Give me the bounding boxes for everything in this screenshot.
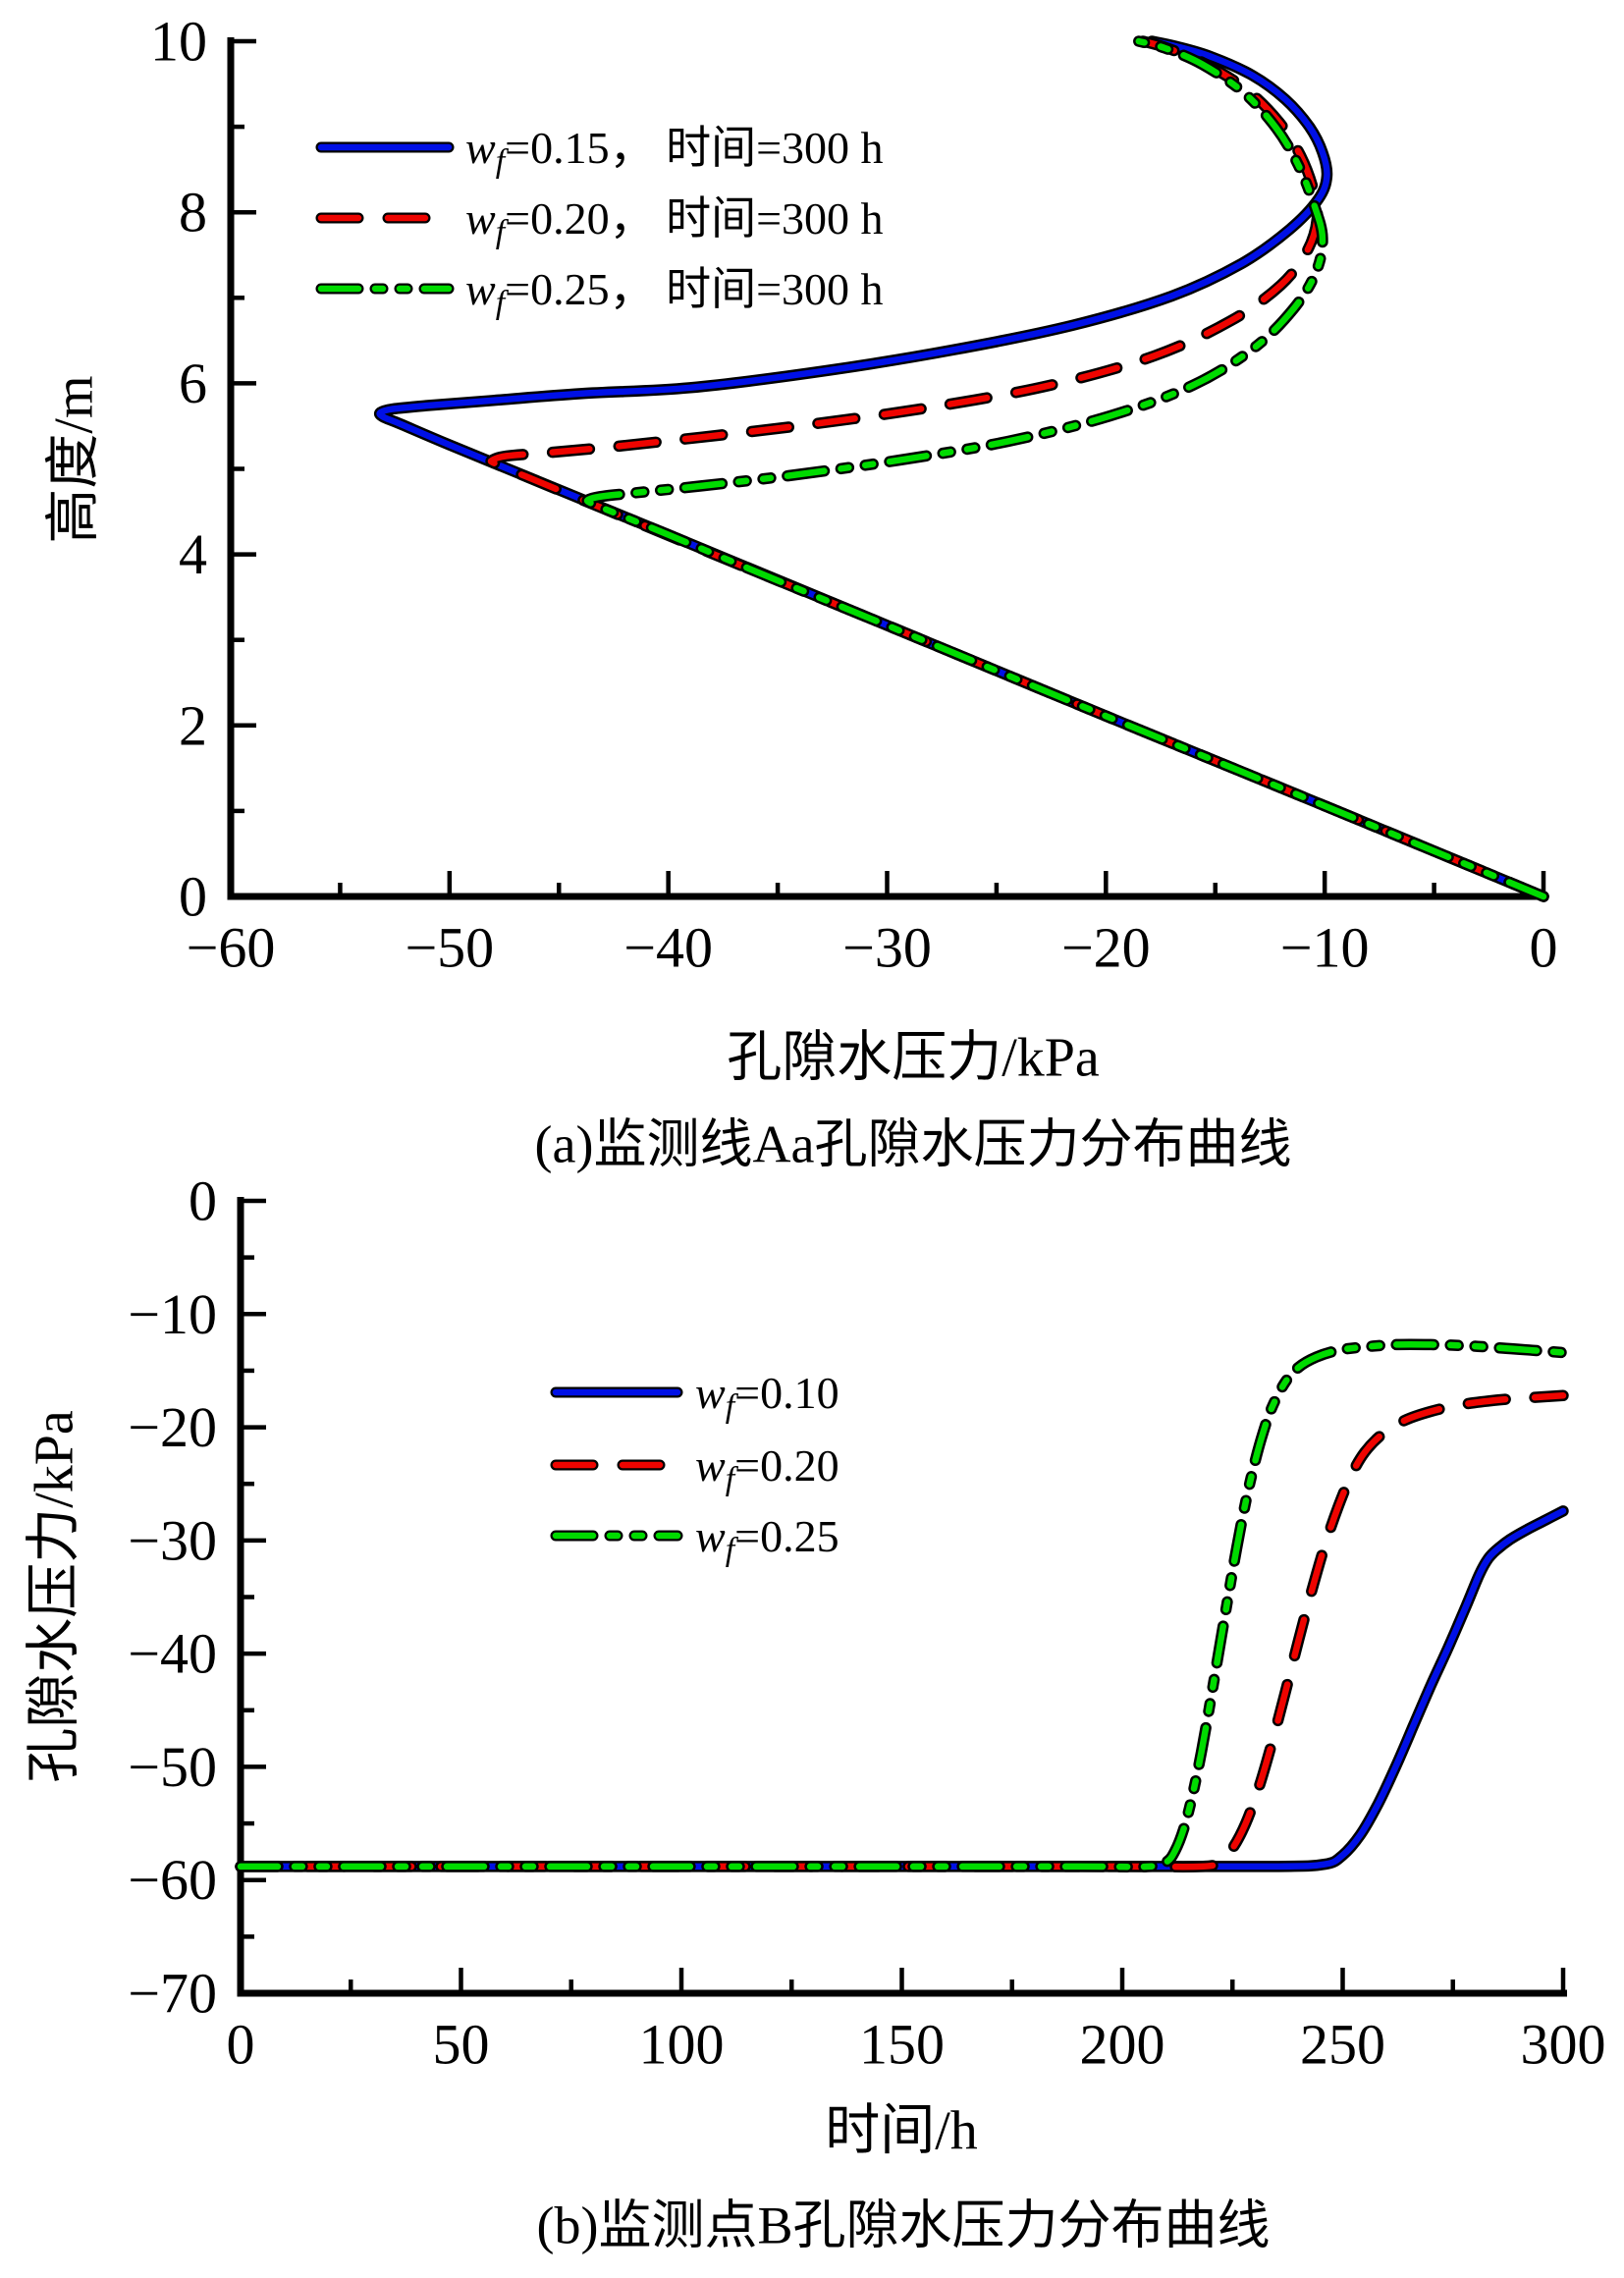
series-line-wf=0.25, t=300h	[583, 37, 1547, 900]
chart-a-x-axis-title: 孔隙水压力/kPa	[727, 1027, 1100, 1089]
x-tick-label: −60	[187, 916, 276, 980]
x-tick-label: 0	[1530, 916, 1558, 980]
y-tick-label: −50	[128, 1735, 217, 1799]
legend-label: wf=0.15， 时间=300 h	[465, 123, 884, 180]
y-tick-label: −60	[128, 1848, 217, 1912]
legend-label: wf=0.20	[695, 1440, 839, 1497]
y-tick-label: 2	[179, 693, 207, 757]
series-line-wf=0.20, t=300h	[487, 37, 1547, 900]
x-tick-label: 0	[227, 2013, 255, 2077]
series-line-wf=0.20	[237, 1392, 1567, 1871]
y-tick-label: 4	[179, 522, 207, 586]
legend-label: wf=0.25， 时间=300 h	[465, 264, 884, 321]
x-tick-label: 150	[859, 2013, 945, 2077]
chart-a-plot: −60 −50 −40 −30 −20 −10 0 0 2 4 6 8 10 wf=0.15， 时间=30…	[150, 10, 1558, 980]
x-tick-label: 100	[639, 2013, 725, 2077]
chart-b-plot: 0 50 100 150 200 250 300 −70 −60 −50 −40 −30 −20 −10 0…	[128, 1169, 1605, 2077]
series-line-wf=0.10	[237, 1507, 1567, 1871]
y-tick-label: −10	[128, 1282, 217, 1346]
y-tick-label: 0	[179, 865, 207, 929]
y-tick-label: 8	[179, 181, 207, 244]
y-tick-label: 10	[150, 10, 207, 74]
chart-a-y-axis-title: 高度/m	[43, 375, 105, 544]
x-tick-label: 200	[1080, 2013, 1165, 2077]
y-tick-label: −70	[128, 1962, 217, 2026]
chart-b-x-axis-title: 时间/h	[825, 2100, 978, 2162]
x-tick-label: −10	[1280, 916, 1370, 980]
x-tick-label: 250	[1300, 2013, 1385, 2077]
series-outline-wf=0.25	[235, 1338, 1569, 1872]
series-line-wf=0.25	[237, 1340, 1567, 1871]
chart-b-y-axis-title: 孔隙水压力/kPa	[24, 1410, 85, 1783]
x-tick-label: 50	[433, 2013, 490, 2077]
y-tick-label: 0	[189, 1169, 217, 1233]
x-tick-label: 300	[1521, 2013, 1606, 2077]
chart-b-caption: (b)监测点B孔隙水压力分布曲线	[536, 2196, 1271, 2255]
x-tick-label: −50	[405, 916, 494, 980]
legend-label: wf=0.20， 时间=300 h	[465, 193, 884, 250]
chart-a-caption: (a)监测线Aa孔隙水压力分布曲线	[534, 1114, 1292, 1174]
y-tick-label: 6	[179, 352, 207, 415]
series-group	[235, 1338, 1569, 1872]
series-outline-wf=0.10	[235, 1505, 1569, 1872]
legend-label: wf=0.25	[695, 1511, 839, 1568]
x-tick-label: −40	[623, 916, 713, 980]
x-tick-label: −30	[842, 916, 932, 980]
y-tick-label: −40	[128, 1622, 217, 1686]
y-tick-label: −20	[128, 1395, 217, 1459]
y-tick-label: −30	[128, 1508, 217, 1572]
legend-label: wf=0.10	[695, 1368, 839, 1425]
series-outline-wf=0.20	[235, 1389, 1569, 1872]
x-tick-label: −20	[1061, 916, 1151, 980]
series-group	[374, 35, 1549, 902]
